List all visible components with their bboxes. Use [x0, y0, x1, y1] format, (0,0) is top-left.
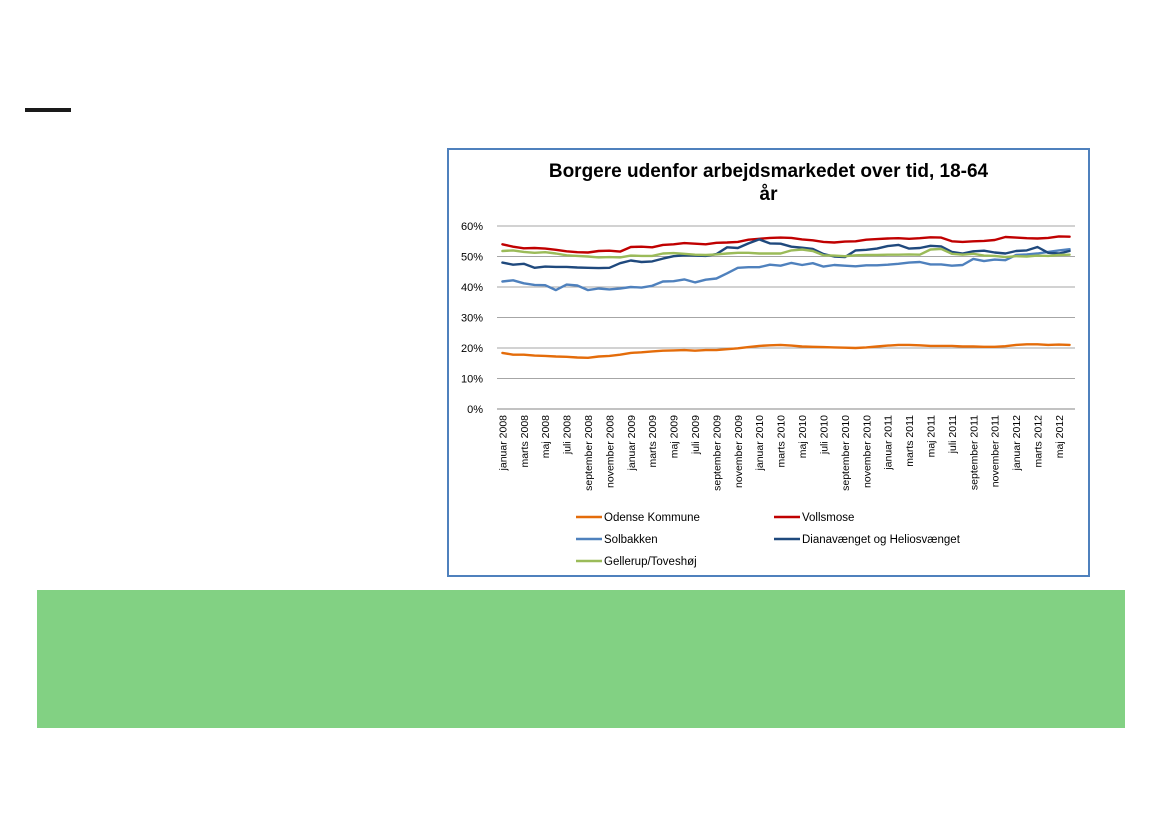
x-tick-label: marts 2009 — [647, 415, 659, 468]
y-tick-label: 30% — [461, 313, 483, 325]
x-tick-label: januar 2011 — [883, 415, 895, 471]
legend-label: Vollsmose — [802, 512, 854, 524]
chart-title: Borgere udenfor arbejdsmarkedet over tid… — [449, 160, 1088, 206]
legend-label: Dianavænget og Heliosvænget — [802, 534, 961, 546]
x-tick-label: maj 2012 — [1054, 415, 1066, 458]
line-chart: 0% 10% 20% 30% 40% 50% 60% januar 2008 marts 200… — [461, 221, 1075, 568]
chart-title-line-2: år — [759, 184, 778, 205]
green-banner — [37, 590, 1125, 728]
x-tick-label: juli 2009 — [690, 415, 702, 455]
x-tick-label: september 2011 — [968, 415, 980, 490]
x-tick-label: november 2009 — [733, 415, 745, 488]
x-tick-label: juli 2008 — [562, 415, 574, 455]
x-tick-label: maj 2011 — [926, 415, 938, 458]
legend-label: Gellerup/Toveshøj — [604, 556, 697, 568]
chart-title-line-1: Borgere udenfor arbejdsmarkedet over tid… — [548, 161, 989, 182]
y-tick-label: 20% — [461, 343, 483, 355]
x-tick-label: maj 2010 — [797, 415, 809, 458]
x-tick-label: juli 2011 — [947, 415, 959, 454]
x-tick-label: januar 2008 — [497, 415, 509, 472]
x-tick-label: januar 2009 — [626, 415, 638, 472]
x-tick-label: marts 2008 — [519, 415, 531, 468]
series-line-dianav-nget-og-heliosv-nget — [501, 238, 1071, 270]
y-tick-label: 10% — [461, 374, 483, 386]
x-tick-label: maj 2009 — [669, 415, 681, 458]
x-tick-label: marts 2011 — [904, 415, 916, 467]
y-tick-label: 40% — [461, 282, 483, 294]
y-tick-label: 0% — [467, 404, 483, 416]
x-tick-label: maj 2008 — [540, 415, 552, 458]
series-line-vollsmose — [501, 235, 1071, 254]
y-tick-label: 60% — [461, 221, 483, 233]
x-tick-label: september 2010 — [840, 415, 852, 491]
legend-label: Odense Kommune — [604, 512, 700, 524]
x-tick-label: januar 2010 — [754, 415, 766, 472]
x-tick-label: november 2010 — [861, 415, 873, 488]
x-tick-label: november 2008 — [604, 415, 616, 488]
series-line-solbakken — [501, 247, 1071, 292]
chart-frame: Borgere udenfor arbejdsmarkedet over tid… — [447, 148, 1090, 577]
series-line-gellerup-tovesh-j — [501, 247, 1071, 259]
y-tick-label: 50% — [461, 252, 483, 264]
x-tick-label: juli 2010 — [818, 415, 830, 455]
title-dash — [25, 108, 71, 112]
x-tick-label: september 2009 — [711, 415, 723, 491]
x-tick-label: marts 2012 — [1033, 415, 1045, 468]
x-tick-label: november 2011 — [990, 415, 1002, 487]
legend-label: Solbakken — [604, 534, 658, 546]
x-tick-label: januar 2012 — [1011, 415, 1023, 472]
x-tick-label: september 2008 — [583, 415, 595, 491]
x-tick-label: marts 2010 — [776, 415, 788, 468]
series-line-odense-kommune — [501, 343, 1071, 360]
